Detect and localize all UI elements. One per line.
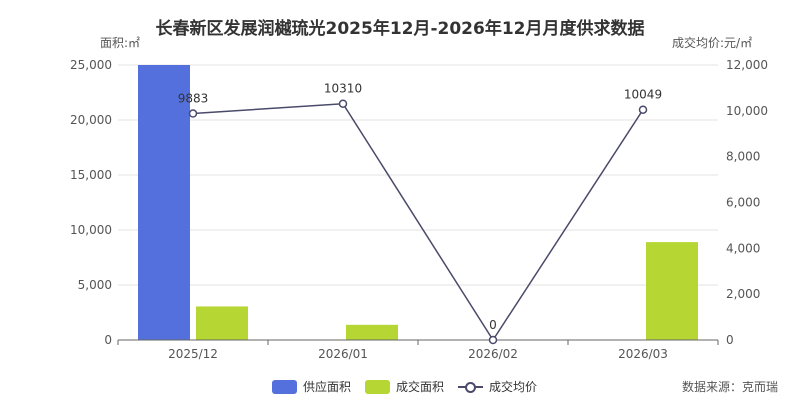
left-axis-name: 面积:㎡ xyxy=(100,36,141,50)
price-point xyxy=(488,335,498,345)
legend-item-deal-area[interactable]: 成交面积 xyxy=(365,378,444,395)
bar-deal-area xyxy=(196,306,248,340)
right-axis-name: 成交均价:元/㎡ xyxy=(672,36,753,50)
bars xyxy=(138,65,698,340)
right-tick-label: 6,000 xyxy=(726,196,760,210)
price-data-label: 10310 xyxy=(324,82,362,96)
left-tick-label: 25,000 xyxy=(70,58,112,72)
x-tick-label: 2026/03 xyxy=(618,347,668,361)
x-tick-label: 2025/12 xyxy=(168,347,218,361)
right-tick-label: 12,000 xyxy=(726,58,768,72)
price-data-label: 9883 xyxy=(178,92,209,106)
legend-swatch-deal-area xyxy=(365,379,391,394)
right-tick-label: 8,000 xyxy=(726,150,760,164)
chart-title: 长春新区发展润樾琉光2025年12月-2026年12月月度供求数据 xyxy=(155,19,645,39)
price-data-label: 0 xyxy=(489,318,497,332)
left-tick-label: 5,000 xyxy=(78,278,112,292)
left-tick-label: 15,000 xyxy=(70,168,112,182)
legend-item-supply[interactable]: 供应面积 xyxy=(272,378,351,395)
bar-deal-area xyxy=(346,324,398,340)
x-tick-label: 2026/01 xyxy=(318,347,368,361)
legend-swatch-supply xyxy=(272,379,297,394)
bar-supply xyxy=(138,65,190,340)
right-tick-label: 4,000 xyxy=(726,241,760,255)
grid-lines xyxy=(118,64,718,286)
right-tick-label: 0 xyxy=(726,333,734,347)
right-tick-label: 2,000 xyxy=(726,287,760,301)
data-source: 数据来源：克而瑞 xyxy=(681,380,778,394)
right-tick-label: 10,000 xyxy=(726,104,768,118)
legend-swatch-price xyxy=(458,380,484,394)
left-tick-label: 0 xyxy=(104,333,112,347)
price-point xyxy=(338,99,348,108)
legend-label-deal-area: 成交面积 xyxy=(396,380,445,394)
legend-label-supply: 供应面积 xyxy=(303,380,352,394)
left-tick-label: 10,000 xyxy=(70,223,112,237)
legend-label-price: 成交均价 xyxy=(489,380,538,394)
left-tick-label: 20,000 xyxy=(70,113,112,127)
legend: 供应面积 成交面积 成交均价 xyxy=(272,378,551,395)
legend-item-price[interactable]: 成交均价 xyxy=(458,378,537,395)
bar-deal-area xyxy=(646,242,698,340)
price-line: 9883 10310 0 10049 xyxy=(178,82,662,345)
x-tick-label: 2026/02 xyxy=(468,347,518,361)
price-point xyxy=(638,105,648,114)
price-line-path xyxy=(192,102,644,342)
axes: 0 5,000 10,000 15,000 20,000 25,000 0 2,000 4,00… xyxy=(70,58,768,361)
price-data-label: 10049 xyxy=(624,88,662,102)
price-point xyxy=(188,109,198,118)
